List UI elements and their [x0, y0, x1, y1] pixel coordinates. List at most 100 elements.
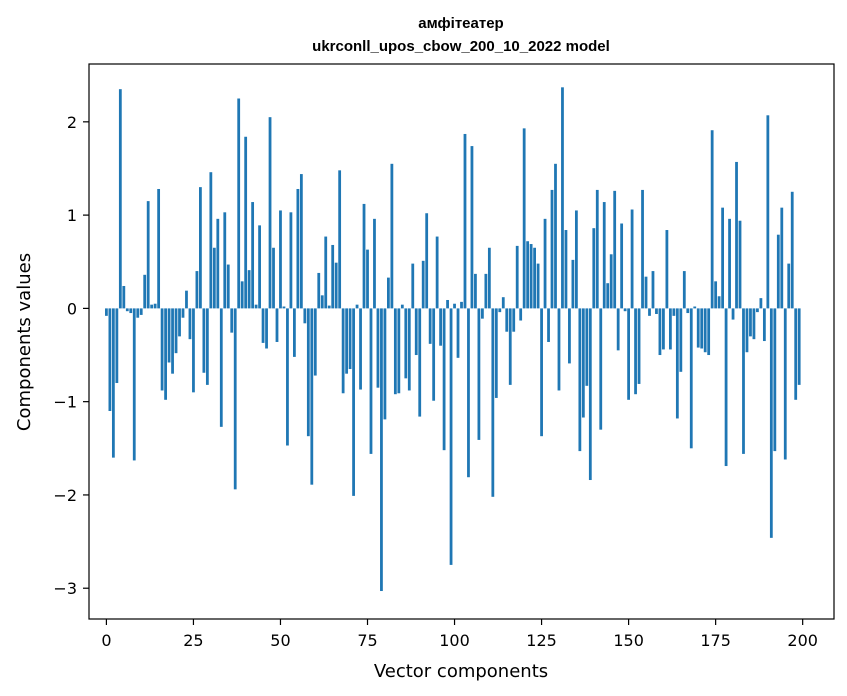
bar-84: [397, 308, 401, 394]
bar-49: [275, 308, 279, 342]
y-tick-label: −2: [53, 486, 77, 505]
bar-23: [185, 290, 188, 309]
bar-93: [428, 308, 432, 344]
bar-194: [780, 207, 784, 309]
y-tick-label: 2: [67, 113, 77, 132]
bar-83: [393, 308, 397, 395]
bar-157: [651, 271, 655, 309]
x-tick-label: 100: [439, 631, 470, 650]
bar-112: [494, 308, 498, 398]
bar-47: [268, 117, 272, 309]
x-tick-label: 150: [613, 631, 644, 650]
bar-146: [613, 190, 617, 309]
bar-167: [686, 308, 690, 314]
bar-97: [442, 308, 446, 451]
bar-65: [331, 244, 335, 309]
bar-80: [383, 308, 387, 420]
bar-2: [111, 308, 115, 458]
bar-74: [362, 203, 366, 309]
bar-155: [644, 276, 648, 309]
x-tick-label: 25: [183, 631, 203, 650]
bar-14: [153, 303, 157, 309]
bar-140: [592, 228, 596, 309]
bar-29: [205, 308, 209, 385]
bar-180: [731, 308, 735, 320]
chart-subtitle: ukrconll_upos_cbow_200_10_2022 model: [312, 38, 610, 55]
bar-9: [136, 308, 140, 318]
bar-63: [324, 236, 328, 309]
y-axis-label: Components values: [14, 253, 35, 431]
bar-156: [648, 308, 651, 316]
bar-161: [665, 230, 669, 309]
bar-132: [564, 230, 568, 309]
bar-78: [376, 308, 380, 388]
bar-81: [387, 277, 390, 309]
bar-22: [181, 308, 185, 318]
y-tick-label: −1: [53, 393, 77, 412]
bar-133: [568, 308, 571, 364]
bar-175: [714, 281, 718, 309]
bar-141: [595, 189, 599, 309]
bar-126: [543, 218, 547, 309]
bar-24: [188, 308, 192, 340]
bar-98: [446, 299, 449, 309]
x-tick-label: 125: [526, 631, 557, 650]
bar-148: [620, 223, 624, 309]
bar-6: [125, 308, 129, 312]
bar-165: [679, 308, 683, 372]
bar-163: [672, 308, 676, 316]
bar-36: [230, 308, 234, 333]
bar-172: [703, 308, 707, 353]
bar-53: [289, 212, 293, 309]
bar-124: [536, 263, 540, 309]
bar-37: [233, 308, 237, 490]
bar-20: [174, 308, 178, 354]
bar-72: [355, 304, 359, 309]
bar-15: [157, 188, 161, 309]
bar-151: [630, 209, 634, 309]
bar-3: [115, 308, 119, 384]
bar-131: [561, 87, 564, 309]
bar-178: [724, 308, 728, 467]
bar-5: [122, 286, 126, 309]
bar-134: [571, 259, 575, 309]
x-tick-label: 0: [101, 631, 111, 650]
bar-190: [766, 115, 770, 309]
bar-105: [470, 146, 474, 309]
bar-87: [407, 308, 411, 391]
bar-166: [682, 271, 686, 309]
bar-195: [783, 308, 787, 460]
bar-127: [547, 308, 550, 342]
bar-182: [738, 220, 742, 309]
bar-169: [693, 306, 697, 309]
bar-85: [400, 304, 404, 309]
bar-40: [244, 136, 248, 309]
plot-frame: [88, 63, 835, 620]
bar-31: [212, 247, 216, 309]
bar-61: [317, 272, 321, 309]
bar-179: [728, 218, 731, 309]
y-tick-label: −3: [53, 579, 77, 598]
bar-12: [146, 201, 150, 309]
bar-138: [585, 308, 589, 386]
bar-135: [574, 210, 578, 309]
bar-115: [505, 308, 509, 332]
bar-177: [721, 207, 724, 309]
bar-86: [404, 308, 408, 379]
bar-129: [554, 163, 557, 309]
bar-116: [508, 308, 512, 385]
bar-1: [108, 308, 112, 411]
bar-55: [296, 188, 300, 309]
x-tick-label: 200: [787, 631, 818, 650]
bar-100: [453, 303, 456, 309]
bar-130: [557, 308, 561, 391]
bar-152: [634, 308, 637, 395]
bar-13: [150, 304, 154, 309]
bar-176: [717, 296, 721, 309]
bar-119: [519, 308, 523, 321]
bar-189: [762, 308, 766, 342]
bar-109: [484, 273, 488, 309]
bar-199: [797, 308, 801, 385]
bar-198: [794, 308, 798, 400]
bar-153: [637, 308, 641, 384]
